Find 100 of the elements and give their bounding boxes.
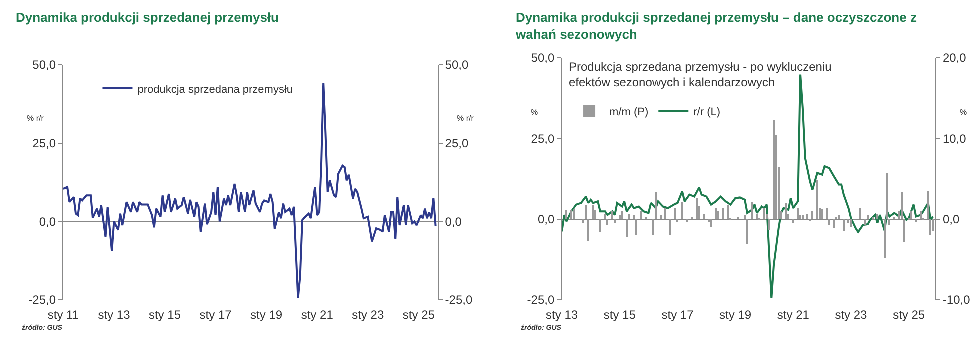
x-tick-label: sty 23	[352, 308, 384, 322]
bar	[660, 215, 662, 219]
bar	[604, 214, 606, 219]
bar	[655, 192, 658, 219]
bar	[927, 191, 930, 219]
bar	[599, 219, 602, 232]
bar	[606, 219, 608, 225]
y2-tick-label: 20,0	[942, 51, 967, 66]
bar	[756, 214, 758, 219]
y-tick-label: -25,0	[28, 293, 56, 308]
y-tick-label: -25,0	[527, 293, 555, 308]
bar	[792, 219, 794, 223]
bar	[565, 210, 568, 219]
bar	[686, 219, 688, 222]
bar	[910, 211, 912, 219]
bar	[816, 180, 818, 219]
bar	[621, 211, 624, 219]
bar	[833, 219, 836, 228]
bar	[929, 219, 932, 235]
bar	[664, 208, 666, 219]
bar	[920, 211, 922, 219]
bar	[626, 219, 628, 237]
y-tick-label: 0,0	[39, 214, 56, 229]
bar	[746, 219, 748, 244]
y-tick-label: 25,0	[32, 136, 56, 151]
chart-title: Dynamika produkcji sprzedanej przemysłu	[16, 10, 280, 25]
bar	[715, 208, 718, 219]
bar	[582, 219, 584, 223]
y-tick-label: 0,0	[538, 212, 555, 227]
bar	[843, 219, 846, 231]
bar	[696, 198, 698, 219]
y2-tick-label: 50,0	[445, 58, 469, 72]
x-tick-label: sty 21	[301, 308, 334, 322]
legend-label: produkcja sprzedana przemysłu	[138, 84, 294, 96]
bar	[674, 208, 676, 219]
x-tick-label: sty 17	[200, 308, 232, 322]
x-tick-label: sty 19	[720, 308, 752, 322]
chart-title: Dynamika produkcji sprzedanej przemysłu – dane oczyszczone z wahań sezonowych	[515, 10, 918, 42]
bar	[722, 208, 724, 219]
bar	[628, 214, 630, 219]
bar	[751, 202, 754, 219]
bar	[850, 219, 852, 227]
y2-tick-label: 0,0	[445, 214, 462, 229]
bar	[811, 211, 814, 219]
x-tick-label: sty 17	[662, 308, 694, 322]
y2-axis-title: % r/r	[457, 114, 474, 123]
bar	[744, 215, 746, 219]
bar	[826, 208, 828, 219]
legend-label: m/m (P)	[610, 106, 649, 119]
bar	[573, 209, 576, 219]
bar	[587, 219, 590, 241]
bar	[669, 219, 672, 235]
bar	[717, 211, 720, 219]
x-tick-label: sty 13	[546, 308, 578, 322]
bar	[828, 219, 830, 225]
bar	[633, 215, 636, 219]
x-tick-label: sty 25	[402, 308, 436, 322]
y-tick-label: 50,0	[531, 51, 555, 66]
bar	[806, 214, 808, 219]
bar	[876, 214, 878, 219]
x-tick-label: sty 19	[250, 308, 283, 322]
bar	[867, 215, 870, 219]
bar	[915, 219, 918, 222]
bar	[797, 208, 800, 219]
x-tick-label: sty 15	[604, 308, 636, 322]
bar	[888, 219, 890, 225]
bar	[570, 210, 572, 219]
y-tick-label: 25,0	[531, 132, 555, 146]
y2-axis-title: %	[960, 108, 968, 117]
bar	[886, 173, 888, 219]
bar	[585, 205, 588, 219]
y2-tick-label: 0,0	[942, 212, 960, 227]
bar	[611, 211, 614, 219]
x-tick-label: sty 25	[893, 308, 926, 322]
y-axis-title: % r/r	[27, 114, 44, 123]
bar	[785, 203, 788, 219]
bar	[901, 192, 904, 219]
text: Produkcja sprzedana przemysłu - po wykluczeniu efektów sezonowych i kalendarzowych	[569, 60, 832, 90]
bar	[727, 205, 730, 219]
bar	[802, 215, 804, 219]
y2-tick-label: 25,0	[445, 136, 469, 151]
x-tick-label: sty 21	[777, 308, 810, 322]
y2-tick-label: -25,0	[445, 293, 473, 308]
bar	[710, 219, 712, 227]
bar	[903, 219, 906, 242]
legend-label: r/r (L)	[694, 106, 721, 119]
bar	[821, 209, 824, 219]
bar	[635, 219, 638, 235]
bar	[763, 208, 766, 219]
y2-tick-label: -10,0	[942, 293, 971, 308]
bar	[838, 215, 840, 219]
bar	[884, 219, 886, 258]
bar	[773, 120, 776, 219]
x-tick-label: sty 13	[98, 308, 131, 322]
y-axis-title: %	[531, 108, 538, 117]
y2-tick-label: 10,0	[942, 132, 967, 146]
bar	[932, 219, 934, 231]
bar	[614, 219, 616, 223]
x-tick-label: sty 23	[835, 308, 868, 322]
bar	[640, 211, 642, 219]
